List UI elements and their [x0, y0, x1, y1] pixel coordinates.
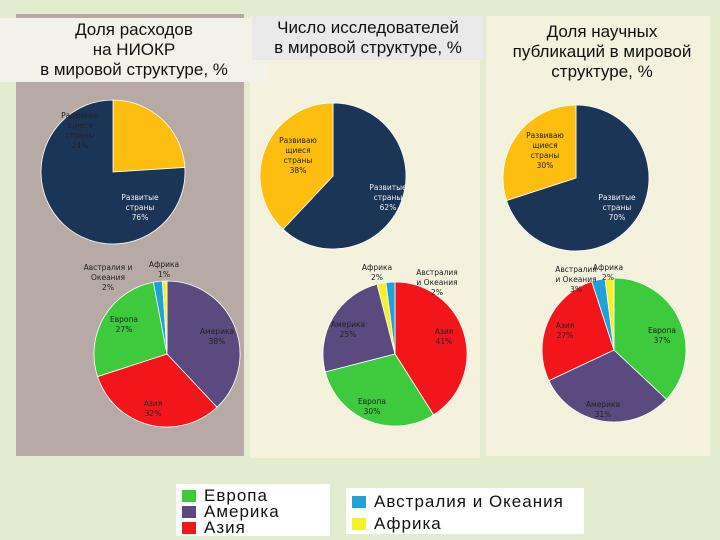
slice-label-4-0: Развитые страны 70%	[598, 193, 636, 222]
slice-label-1-1: Азия 32%	[144, 399, 163, 418]
title-line: в мировой структуре, %	[40, 60, 228, 79]
legend-item-europe: Европа	[182, 486, 268, 506]
slice-label-4-1: Развиваю щиеся страны 30%	[526, 131, 564, 170]
title-line: Доля расходов	[75, 20, 193, 39]
slice-label-5-2: Азия 27%	[556, 321, 575, 340]
pie-slice-0-0	[112, 99, 186, 173]
legend-regions-minor: Австралия и Океания Африка	[346, 488, 584, 534]
pie-slice-4-1	[502, 104, 577, 202]
legend-item-asia: Азия	[182, 518, 246, 538]
title-line: Число исследователей	[277, 18, 459, 37]
slice-label-1-0: Америка 38%	[200, 327, 234, 346]
legend-item-africa: Африка	[352, 514, 442, 534]
slice-label-5-0: Европа 37%	[648, 326, 676, 345]
legend-label: Европа	[204, 486, 268, 505]
pie-slice-2-1	[259, 102, 334, 230]
pie-slice-2-0	[282, 102, 407, 250]
pie-slice-3-2	[322, 283, 396, 373]
pie-slice-5-2	[541, 281, 615, 382]
pie-slice-1-2	[93, 281, 168, 378]
title-researchers: Число исследователей в мировой структуре…	[252, 16, 484, 60]
title-rd-spending: Доля расходов на НИОКР в мировой структу…	[0, 18, 268, 82]
pie-slice-1-1	[97, 353, 218, 428]
legend-label: Америка	[204, 502, 280, 521]
legend-swatch	[182, 490, 196, 502]
title-line: Доля научных	[546, 22, 658, 41]
pie-slice-3-4	[385, 281, 396, 355]
slice-label-5-3: Австралия и Океания 3%	[555, 265, 597, 294]
slice-label-1-2: Европа 27%	[110, 315, 138, 334]
pie-slice-5-4	[604, 277, 615, 351]
slice-label-3-3: Африка 2%	[362, 263, 392, 282]
pie-slice-4-0	[506, 104, 650, 252]
slice-label-3-2: Америка 25%	[331, 320, 365, 339]
title-line: в мировой структуре, %	[274, 38, 462, 57]
pie-slice-5-0	[613, 277, 687, 400]
slice-label-1-4: Африка 1%	[149, 260, 179, 279]
title-line: на НИОКР	[92, 40, 176, 59]
legend-swatch	[182, 506, 196, 518]
pie-slice-0-1	[40, 99, 186, 245]
legend-label: Азия	[204, 518, 246, 537]
legend-item-australia-oceania: Австралия и Океания	[352, 492, 564, 512]
pie-slice-3-1	[324, 353, 435, 427]
legend-label: Австралия и Океания	[374, 492, 564, 511]
pie-slice-5-1	[548, 349, 668, 423]
slice-label-3-4: Австралия и Океания 2%	[416, 268, 458, 297]
slice-label-5-4: Африка 2%	[593, 263, 623, 282]
legend-swatch	[352, 496, 366, 508]
legend-regions-main: Европа Америка Азия	[176, 484, 330, 538]
slice-label-2-1: Развиваю щиеся страны 38%	[279, 136, 317, 175]
slice-label-0-0: Развиваю щиеся страны 24%	[61, 111, 99, 150]
legend-label: Африка	[374, 514, 442, 533]
legend-swatch	[352, 518, 366, 530]
slice-label-3-0: Азия 41%	[435, 327, 454, 346]
title-line: публикаций в мировой	[512, 42, 692, 61]
title-publications: Доля научных публикаций в мировой структ…	[486, 22, 718, 82]
slice-label-0-1: Развитые страны 76%	[121, 193, 159, 222]
legend-swatch	[182, 522, 196, 534]
legend-item-america: Америка	[182, 502, 280, 522]
slice-label-5-1: Америка 31%	[586, 400, 620, 419]
title-line: структуре, %	[551, 62, 653, 81]
pie-slice-1-4	[161, 280, 168, 355]
slice-label-1-3: Австралия и Океания 2%	[84, 263, 133, 292]
pie-slice-1-0	[166, 280, 241, 408]
slice-label-2-0: Развитые страны 62%	[369, 183, 407, 212]
slice-label-3-1: Европа 30%	[358, 397, 386, 416]
